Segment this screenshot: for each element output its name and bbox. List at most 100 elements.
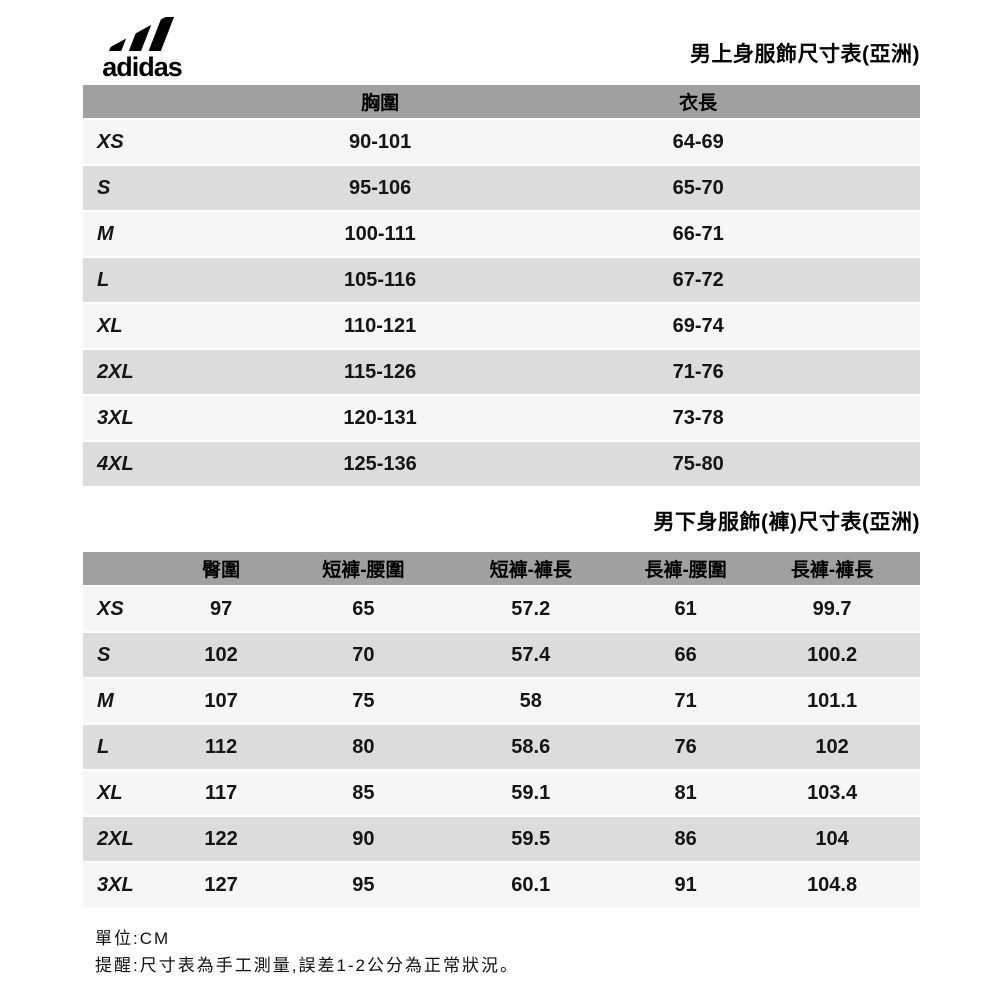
- upper-table-body: XS 90-101 64-69 S 95-106 65-70 M 100-111 66-71 L 1…: [83, 119, 920, 488]
- size-label: 3XL: [83, 395, 192, 442]
- cell-value: 81: [627, 770, 745, 817]
- size-label: XS: [83, 586, 150, 633]
- adidas-logo: adidas: [97, 16, 187, 81]
- cell-value: 65: [292, 586, 435, 633]
- cell-value: [827, 257, 920, 304]
- adidas-stripes-icon: [109, 17, 175, 51]
- column-header-size: [83, 85, 192, 120]
- column-header-chest: 胸圍: [191, 85, 569, 120]
- cell-value: 103.4: [744, 770, 920, 817]
- size-label: M: [83, 678, 150, 725]
- cell-value: 67-72: [568, 257, 828, 304]
- cell-value: 73-78: [568, 395, 828, 442]
- cell-value: [827, 211, 920, 258]
- upper-table-title: 男上身服飾尺寸表(亞洲): [690, 43, 920, 66]
- table-row: 4XL 125-136 75-80: [83, 441, 920, 488]
- cell-value: 59.1: [434, 770, 628, 817]
- cell-value: 60.1: [434, 862, 628, 909]
- cell-value: 58.6: [434, 724, 628, 771]
- table-row: 2XL 115-126 71-76: [83, 349, 920, 396]
- cell-value: 70: [292, 632, 435, 679]
- cell-value: 95-106: [191, 165, 569, 212]
- cell-value: 80: [292, 724, 435, 771]
- cell-value: 64-69: [568, 119, 828, 166]
- cell-value: 95: [292, 862, 435, 909]
- unit-label: 單位:CM: [95, 929, 171, 948]
- cell-value: 58: [434, 678, 628, 725]
- upper-size-table: 胸圍 衣長 XS 90-101 64-69 S 95-106 65-70 M 100-111 6…: [83, 85, 920, 488]
- cell-value: 69-74: [568, 303, 828, 350]
- cell-value: 59.5: [434, 816, 628, 863]
- size-label: 2XL: [83, 349, 192, 396]
- table-row: XL 110-121 69-74: [83, 303, 920, 350]
- cell-value: 66: [627, 632, 745, 679]
- size-label: 2XL: [83, 816, 150, 863]
- lower-table-body: XS 97 65 57.2 61 99.7 S 102 70 57.4 66 100.2 M 107 75 5…: [83, 586, 920, 909]
- cell-value: [827, 303, 920, 350]
- cell-value: 100-111: [191, 211, 569, 258]
- column-header-size: [83, 552, 150, 587]
- table-row: 2XL 122 90 59.5 86 104: [83, 816, 920, 863]
- cell-value: 65-70: [568, 165, 828, 212]
- size-label: XL: [83, 303, 192, 350]
- cell-value: 86: [627, 816, 745, 863]
- adidas-wordmark: adidas: [102, 52, 183, 82]
- table-row: M 107 75 58 71 101.1: [83, 678, 920, 725]
- column-header-pants-waist: 長褲-腰圍: [627, 552, 745, 587]
- header-row: 胸圍 衣長: [83, 85, 920, 120]
- cell-value: 75-80: [568, 441, 828, 488]
- cell-value: 102: [744, 724, 920, 771]
- cell-value: [827, 441, 920, 488]
- lower-size-table: 臀圍 短褲-腰圍 短褲-褲長 長褲-腰圍 長褲-褲長 XS 97 65 57.2 61 9…: [83, 552, 920, 909]
- size-label: M: [83, 211, 192, 258]
- lower-table-header: 臀圍 短褲-腰圍 短褲-褲長 長褲-腰圍 長褲-褲長: [83, 552, 920, 587]
- cell-value: 112: [149, 724, 293, 771]
- cell-value: 117: [149, 770, 293, 817]
- table-row: L 112 80 58.6 76 102: [83, 724, 920, 771]
- cell-value: [827, 119, 920, 166]
- size-label: L: [83, 257, 192, 304]
- cell-value: 102: [149, 632, 293, 679]
- measurement-note: 提醒:尺寸表為手工測量,誤差1-2公分為正常狀況。: [95, 956, 520, 975]
- table-row: 3XL 120-131 73-78: [83, 395, 920, 442]
- table-row: S 95-106 65-70: [83, 165, 920, 212]
- lower-table-title: 男下身服飾(褲)尺寸表(亞洲): [653, 511, 920, 534]
- size-label: XL: [83, 770, 150, 817]
- cell-value: 91: [627, 862, 745, 909]
- cell-value: 120-131: [191, 395, 569, 442]
- cell-value: 101.1: [744, 678, 920, 725]
- table-row: L 105-116 67-72: [83, 257, 920, 304]
- cell-value: 90: [292, 816, 435, 863]
- cell-value: 75: [292, 678, 435, 725]
- cell-value: 57.4: [434, 632, 628, 679]
- cell-value: 115-126: [191, 349, 569, 396]
- size-label: S: [83, 632, 150, 679]
- column-header-length: 衣長: [568, 85, 828, 120]
- column-header-hip: 臀圍: [149, 552, 293, 587]
- cell-value: 71: [627, 678, 745, 725]
- cell-value: [827, 165, 920, 212]
- column-header-shorts-waist: 短褲-腰圍: [292, 552, 435, 587]
- table-row: S 102 70 57.4 66 100.2: [83, 632, 920, 679]
- cell-value: 125-136: [191, 441, 569, 488]
- footer-notes: 單位:CM 提醒:尺寸表為手工測量,誤差1-2公分為正常狀況。: [95, 925, 519, 979]
- header-row: 臀圍 短褲-腰圍 短褲-褲長 長褲-腰圍 長褲-褲長: [83, 552, 920, 587]
- cell-value: [827, 395, 920, 442]
- size-label: 4XL: [83, 441, 192, 488]
- cell-value: 107: [149, 678, 293, 725]
- cell-value: 105-116: [191, 257, 569, 304]
- cell-value: 110-121: [191, 303, 569, 350]
- column-header-filler: [827, 85, 920, 120]
- table-row: XS 97 65 57.2 61 99.7: [83, 586, 920, 633]
- table-row: XS 90-101 64-69: [83, 119, 920, 166]
- cell-value: 127: [149, 862, 293, 909]
- cell-value: [827, 349, 920, 396]
- cell-value: 100.2: [744, 632, 920, 679]
- cell-value: 76: [627, 724, 745, 771]
- cell-value: 66-71: [568, 211, 828, 258]
- cell-value: 104.8: [744, 862, 920, 909]
- table-row: 3XL 127 95 60.1 91 104.8: [83, 862, 920, 909]
- table-row: M 100-111 66-71: [83, 211, 920, 258]
- cell-value: 99.7: [744, 586, 920, 633]
